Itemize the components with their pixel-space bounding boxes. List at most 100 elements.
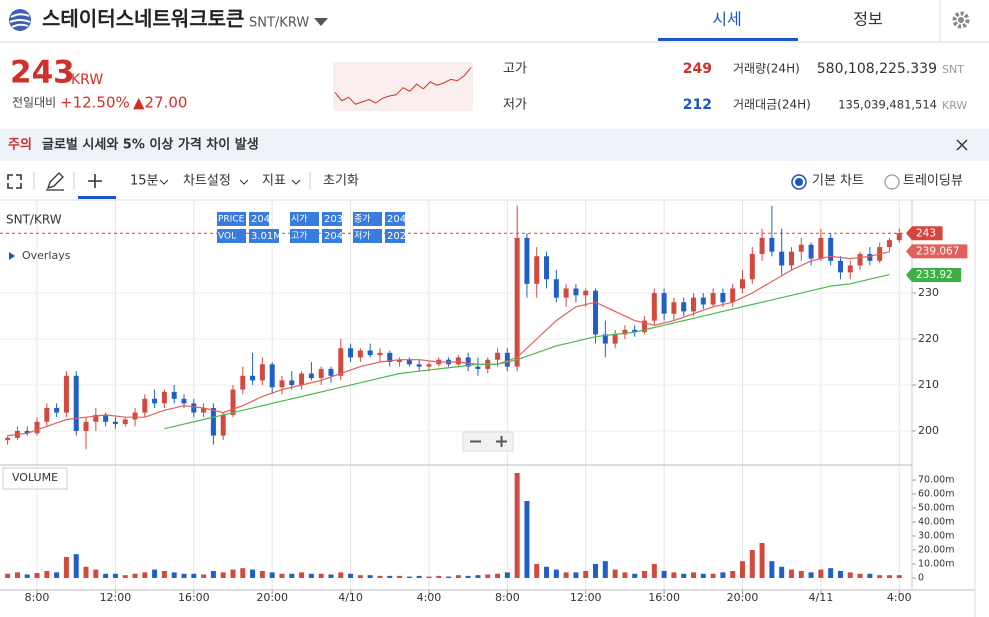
volume-bar xyxy=(867,573,873,578)
price-tag-label: 243 xyxy=(916,227,936,239)
volume-bar xyxy=(269,572,275,578)
volume-unit: SNT xyxy=(942,63,964,76)
volume-bar xyxy=(886,575,892,578)
candle-body xyxy=(44,407,50,422)
candle-body xyxy=(191,403,197,413)
sparkline-bg xyxy=(333,62,473,111)
notice-tag: 주의 xyxy=(8,137,32,153)
candle-body xyxy=(348,348,354,358)
volume-bar xyxy=(465,575,471,578)
candle-body xyxy=(250,375,256,381)
candle-body xyxy=(367,350,373,356)
legend-value: 202 xyxy=(387,231,406,242)
legend-label: VOL xyxy=(218,232,236,242)
volume-bar xyxy=(44,570,50,578)
plot xyxy=(0,205,906,578)
volume-title-box xyxy=(2,467,68,490)
view-option[interactable]: 기본 차트 xyxy=(812,174,864,189)
volume-bar xyxy=(563,572,569,578)
candle-body xyxy=(269,364,275,388)
legend-label-bg xyxy=(290,229,319,243)
settings-gear[interactable] xyxy=(952,11,970,29)
fullscreen-button[interactable] xyxy=(7,174,22,189)
candle-body xyxy=(181,398,187,404)
candle-body xyxy=(779,251,785,266)
volume-bar xyxy=(749,549,755,578)
volume-bar xyxy=(808,572,814,578)
candle-body xyxy=(357,350,363,358)
volume-bar xyxy=(308,573,314,578)
legend-label-bg xyxy=(353,229,382,243)
candle-body xyxy=(318,368,324,379)
candle-body xyxy=(387,352,393,363)
volume-bar xyxy=(485,574,491,578)
candle-body xyxy=(465,357,471,367)
candle-body xyxy=(818,237,824,259)
volume-bar xyxy=(210,570,216,578)
volume-tick-label: 0 xyxy=(918,572,924,583)
candle-body xyxy=(514,237,520,367)
candle-body xyxy=(220,414,226,436)
x-tick-label: 4/10 xyxy=(338,591,363,604)
x-tick-label: 4:00 xyxy=(887,591,912,604)
candle-body xyxy=(710,293,716,305)
volume-bar xyxy=(700,573,706,578)
volume-label: 거래량(24H) xyxy=(733,62,800,76)
volume-bar xyxy=(857,573,863,578)
volume-bar xyxy=(259,570,265,578)
draw-button[interactable] xyxy=(46,172,64,191)
volume-bar xyxy=(524,501,530,578)
overlays-label[interactable]: Overlays xyxy=(22,249,71,262)
volume-bar xyxy=(387,575,393,578)
amount-unit: KRW xyxy=(942,99,967,112)
volume-bar xyxy=(573,572,579,578)
volume-bar xyxy=(544,566,550,578)
x-tick-label: 8:00 xyxy=(495,591,520,604)
radio-selected[interactable] xyxy=(791,174,807,190)
volume-bar xyxy=(338,572,344,578)
x-tick-label: 12:00 xyxy=(100,591,132,604)
view-option[interactable]: 트레이딩뷰 xyxy=(903,174,963,189)
chart-settings[interactable]: 차트설정 xyxy=(183,174,231,189)
price-tag xyxy=(906,244,968,259)
candle-body xyxy=(651,293,657,321)
interval-select[interactable]: 15분 xyxy=(130,174,159,189)
candle-body xyxy=(259,364,265,381)
tab-active[interactable]: 시세 xyxy=(712,10,741,29)
pair: SNT/KRW xyxy=(249,16,309,31)
zoom-in[interactable] xyxy=(496,436,507,447)
pair-dropdown[interactable] xyxy=(314,18,328,26)
volume-bar xyxy=(161,570,167,578)
tab[interactable]: 정보 xyxy=(853,10,882,29)
reset-button[interactable]: 초기화 xyxy=(323,174,359,189)
candle-body xyxy=(798,244,804,252)
legend-value: 203 xyxy=(324,214,343,225)
x-tick-label: 16:00 xyxy=(648,591,680,604)
crosshair-button[interactable] xyxy=(88,174,102,188)
candle-body xyxy=(867,253,873,261)
candle-body xyxy=(788,251,794,266)
overlays-toggle[interactable] xyxy=(9,252,15,260)
candle-body xyxy=(93,414,99,422)
y-tick-label: 210 xyxy=(918,378,939,391)
candle-body xyxy=(671,302,677,314)
indicators[interactable]: 지표 xyxy=(262,174,286,189)
legend-label: 저가 xyxy=(354,231,371,242)
volume-bar xyxy=(769,561,775,578)
price-tag xyxy=(906,226,943,241)
legend-label: 고가 xyxy=(291,231,308,242)
notice-close[interactable] xyxy=(956,139,968,151)
x-tick-label: 16:00 xyxy=(178,591,210,604)
legend-value: 204 xyxy=(251,214,270,225)
candle-body xyxy=(573,288,579,296)
candle-body xyxy=(171,391,177,399)
volume-bar xyxy=(671,572,677,578)
caret xyxy=(239,179,249,185)
volume-bar xyxy=(122,575,128,578)
volume-tick-label: 10.00m xyxy=(918,558,954,569)
moving-average xyxy=(7,251,890,437)
candle-body xyxy=(896,233,902,241)
radio[interactable] xyxy=(884,174,900,190)
